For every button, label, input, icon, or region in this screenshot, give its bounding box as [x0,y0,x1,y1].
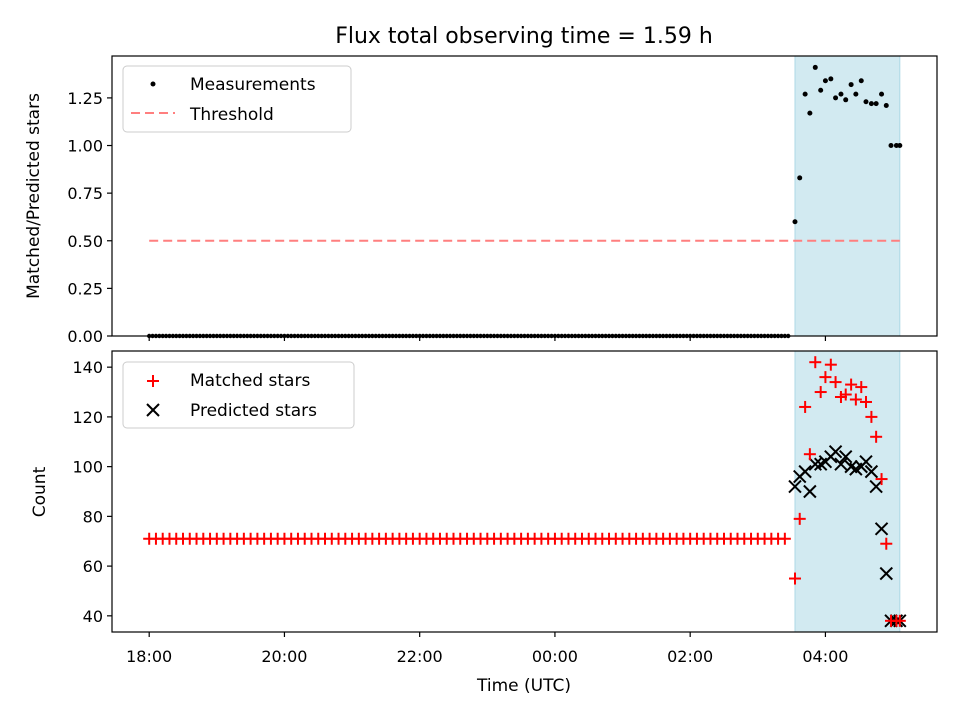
measurement-point [822,78,828,84]
measurement-point [828,76,834,82]
matched-star-point [799,400,812,413]
matched-star-point [845,378,858,391]
measurement-point [792,219,798,225]
measurement-point [812,64,818,70]
x-axis-label: Time (UTC) [476,676,571,696]
chart-title: Flux total observing time = 1.59 h [335,24,713,49]
measurement-point [807,110,813,116]
top-ytick-label: 0.75 [67,184,103,203]
top-panel: 0.00 0.25 0.50 0.75 1.00 1.25 Matched/Predict… [24,55,938,346]
predicted-star-point [834,457,848,471]
predicted-star-point [869,479,883,494]
measurement-point [868,101,874,107]
matched-star-point [875,473,888,486]
matched-star-point [788,572,801,585]
matched-star-point [819,371,832,384]
xtick-label: 04:00 [802,647,848,666]
predicted-star-point [798,464,812,479]
measurement-point [863,99,869,105]
top-ytick-label: 0.00 [67,327,103,346]
measurement-point [833,95,839,101]
top-axes-frame [111,55,938,337]
legend-threshold-label: Threshold [189,105,274,125]
xtick-label: 02:00 [667,647,713,666]
predicted-star-point [803,484,817,499]
top-legend: Measurements Threshold [122,65,352,133]
bottom-legend-box [122,361,355,429]
measurement-point [883,103,889,109]
measurement-point [879,91,885,97]
measurement-point [888,143,894,149]
matched-star-point [893,614,906,627]
top-ytick-label: 1.25 [67,89,103,108]
matched-star-point [865,410,878,423]
matched-star-point [870,430,883,443]
measurement-point [797,175,803,181]
measurement-point [802,91,808,97]
matched-star-point [849,393,862,406]
matched-star-point [778,532,791,545]
xtick-label: 00:00 [532,647,578,666]
bottom-y-axis-label: Count [30,466,50,517]
measurement-point [858,78,864,84]
legend-matched-label: Matched stars [190,371,310,391]
measurement-point [848,82,854,88]
predicted-star-point [864,464,879,479]
xtick-label: 22:00 [397,647,443,666]
legend-matched-marker [147,375,159,387]
matched-star-point [855,381,868,394]
predicted-star-point [874,522,889,536]
matched-star-point [824,358,837,371]
matched-star-point [859,395,872,408]
measurement-point [843,97,849,103]
top-ytick-label: 0.25 [67,279,103,298]
observing-window-shade [794,55,901,337]
matched-star-point [809,356,822,369]
predicted-star-point [859,454,873,469]
legend-predicted-marker [146,403,160,417]
measurement-point [897,143,903,149]
bottom-ytick-label: 140 [72,358,103,377]
bottom-ytick-label: 100 [72,458,103,477]
predicted-star-point [879,566,893,581]
predicted-star-point [839,449,853,464]
bottom-ytick-label: 60 [83,557,103,576]
xtick-label: 18:00 [126,647,172,666]
xtick-label: 20:00 [261,647,307,666]
legend-predicted-label: Predicted stars [190,401,317,421]
top-legend-box [122,65,352,133]
bottom-panel: 40 60 80 100 120 140 18:00 20:00 22:00 00:00 02:0… [30,350,938,696]
top-ytick-label: 1.00 [67,137,103,156]
legend-measurements-marker [150,81,156,87]
matched-star-point [793,512,806,525]
predicted-star-point [788,479,802,494]
measurement-point [873,101,879,107]
bottom-ytick-label: 40 [83,607,103,626]
measurement-point [838,91,844,97]
bottom-ytick-label: 80 [83,507,103,526]
predicted-star-point [828,445,843,459]
top-ytick-label: 0.50 [67,232,103,251]
matched-star-point [814,386,827,399]
matched-star-point [839,388,852,401]
bottom-legend: Matched stars Predicted stars [122,361,355,429]
top-y-axis-label: Matched/Predicted stars [24,93,44,299]
matched-star-point [829,376,842,389]
measurement-point [818,87,824,93]
matched-star-point [803,448,816,461]
bottom-axes-frame [111,350,938,633]
bottom-ytick-label: 120 [72,408,103,427]
measurement-point [853,91,859,97]
matched-star-point [880,537,893,550]
legend-measurements-label: Measurements [190,75,316,95]
predicted-star-point [808,457,822,471]
